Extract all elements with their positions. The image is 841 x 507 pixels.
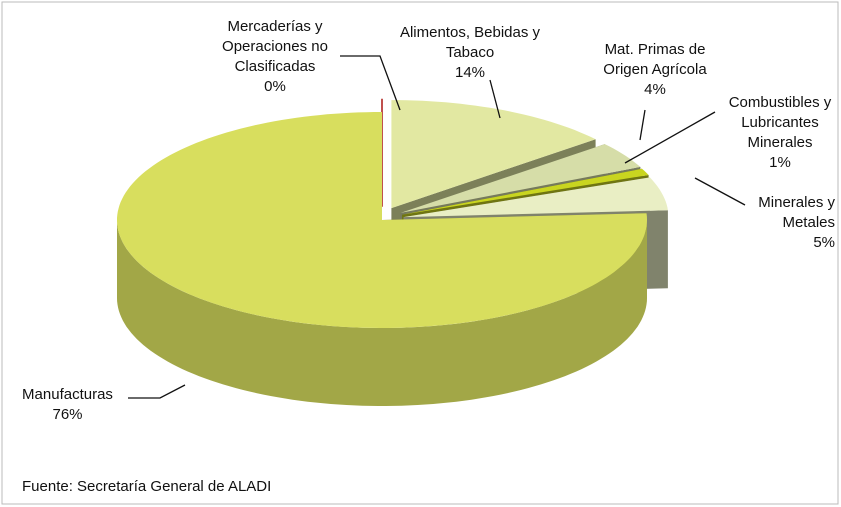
label-name: Mercaderías y Operaciones no Clasificada… xyxy=(222,18,328,75)
slice xyxy=(117,112,647,406)
slice-side xyxy=(117,220,647,406)
label-value: 14% xyxy=(454,64,486,81)
slice-top xyxy=(402,168,649,215)
slice-top xyxy=(403,177,668,218)
slice-label: Minerales y Metales 5% xyxy=(735,193,835,253)
slice-label: Mercaderías y Operaciones no Clasificada… xyxy=(200,17,350,97)
leader-line xyxy=(128,384,186,399)
slice-top xyxy=(117,112,647,328)
slice-label: Mat. Primas de Origen Agrícola 4% xyxy=(585,40,725,100)
leader-line xyxy=(489,79,501,119)
label-name: Alimentos, Bebidas y Tabaco xyxy=(399,24,541,61)
label-value: 0% xyxy=(264,78,286,95)
leader-line xyxy=(340,55,401,111)
label-name: Minerales y Metales xyxy=(758,194,835,231)
source-note: Fuente: Secretaría General de ALADI xyxy=(22,478,272,495)
label-value: 76% xyxy=(52,406,83,423)
slice-top xyxy=(400,144,641,213)
label-value: 1% xyxy=(769,154,791,171)
leader-line xyxy=(624,111,716,164)
slice-top xyxy=(391,100,596,209)
label-name: Mat. Primas de Origen Agrícola xyxy=(603,41,707,78)
label-name: Combustibles y Lubricantes Minerales xyxy=(728,94,832,151)
leader-line xyxy=(639,109,646,141)
label-name: Manufacturas xyxy=(22,386,113,403)
leader-line xyxy=(694,177,746,206)
leader-lines xyxy=(128,55,746,399)
slice-label: Manufacturas 76% xyxy=(10,385,125,425)
label-value: 4% xyxy=(644,81,666,98)
slice-label: Alimentos, Bebidas y Tabaco 14% xyxy=(395,23,545,83)
label-value: 5% xyxy=(813,234,835,251)
pie xyxy=(117,98,668,406)
slice-label: Combustibles y Lubricantes Minerales 1% xyxy=(720,93,840,173)
